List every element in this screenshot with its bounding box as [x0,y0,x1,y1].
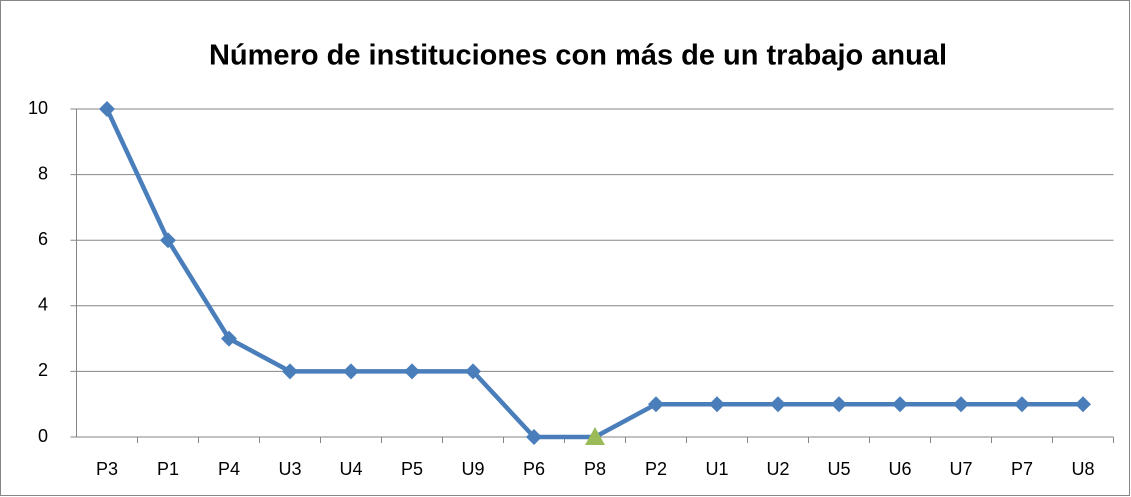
x-tick-label: U5 [827,459,850,479]
x-tick-label: U2 [766,459,789,479]
x-tick-label: U6 [888,459,911,479]
point-marker [343,363,359,380]
x-tick-label: P6 [523,459,545,479]
x-tick-label: P8 [584,459,606,479]
x-tick-label: P5 [401,459,423,479]
point-marker [709,396,725,413]
point-marker [99,101,115,117]
point-marker [585,427,605,445]
point-marker [404,363,420,380]
point-marker [282,363,298,380]
y-tick-label: 2 [38,360,48,380]
point-marker [770,396,786,413]
x-tick-label: P2 [645,459,667,479]
chart-title: Número de instituciones con más de un tr… [209,40,947,72]
point-marker [221,330,237,347]
x-tick-label: P1 [157,459,179,479]
x-tick-label: U9 [461,459,484,479]
point-marker [526,429,542,445]
y-tick-label: 8 [38,163,48,183]
x-tick-label: U8 [1071,459,1094,479]
point-marker [1014,396,1030,413]
y-tick-label: 4 [38,295,48,315]
x-tick-label: U7 [949,459,972,479]
x-tick-label: U1 [705,459,728,479]
x-tick-label: P4 [218,459,240,479]
point-marker [953,396,969,413]
y-tick-label: 6 [38,229,48,249]
point-marker [648,396,664,413]
point-marker [892,396,908,413]
x-tick-label: U4 [339,459,362,479]
y-tick-label: 0 [38,426,48,446]
x-tick-label: U3 [278,459,301,479]
y-tick-label: 10 [28,98,48,118]
point-marker [1075,396,1091,413]
point-marker [465,363,481,380]
x-tick-label: P7 [1011,459,1033,479]
point-marker [160,232,176,249]
x-tick-label: P3 [96,459,118,479]
point-marker [831,396,847,413]
